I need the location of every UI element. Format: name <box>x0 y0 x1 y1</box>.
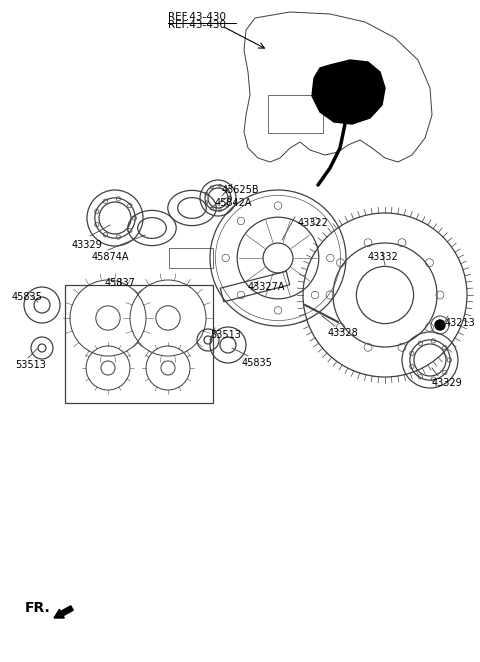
Text: 45837: 45837 <box>105 278 136 288</box>
Text: 43213: 43213 <box>445 318 476 328</box>
Polygon shape <box>312 60 385 124</box>
Text: REF.43-430: REF.43-430 <box>168 12 226 22</box>
Text: 43328: 43328 <box>328 328 359 338</box>
Circle shape <box>435 320 445 330</box>
Text: 43327A: 43327A <box>248 282 286 292</box>
Text: 43329: 43329 <box>432 378 463 388</box>
FancyArrow shape <box>54 606 73 618</box>
Text: 45835: 45835 <box>12 292 43 302</box>
Text: 53513: 53513 <box>15 360 46 370</box>
Bar <box>169 248 214 267</box>
Text: 45842A: 45842A <box>215 198 252 208</box>
Bar <box>65 285 213 403</box>
Text: 43332: 43332 <box>368 252 399 262</box>
Text: 43625B: 43625B <box>222 185 260 195</box>
Text: 53513: 53513 <box>210 330 241 340</box>
Text: 45835: 45835 <box>242 358 273 368</box>
Bar <box>268 95 323 133</box>
Text: REF.43-430: REF.43-430 <box>168 20 226 30</box>
Text: 45874A: 45874A <box>92 252 130 262</box>
Text: FR.: FR. <box>25 601 51 615</box>
Text: 43329: 43329 <box>72 240 103 250</box>
Text: 43322: 43322 <box>298 218 329 228</box>
